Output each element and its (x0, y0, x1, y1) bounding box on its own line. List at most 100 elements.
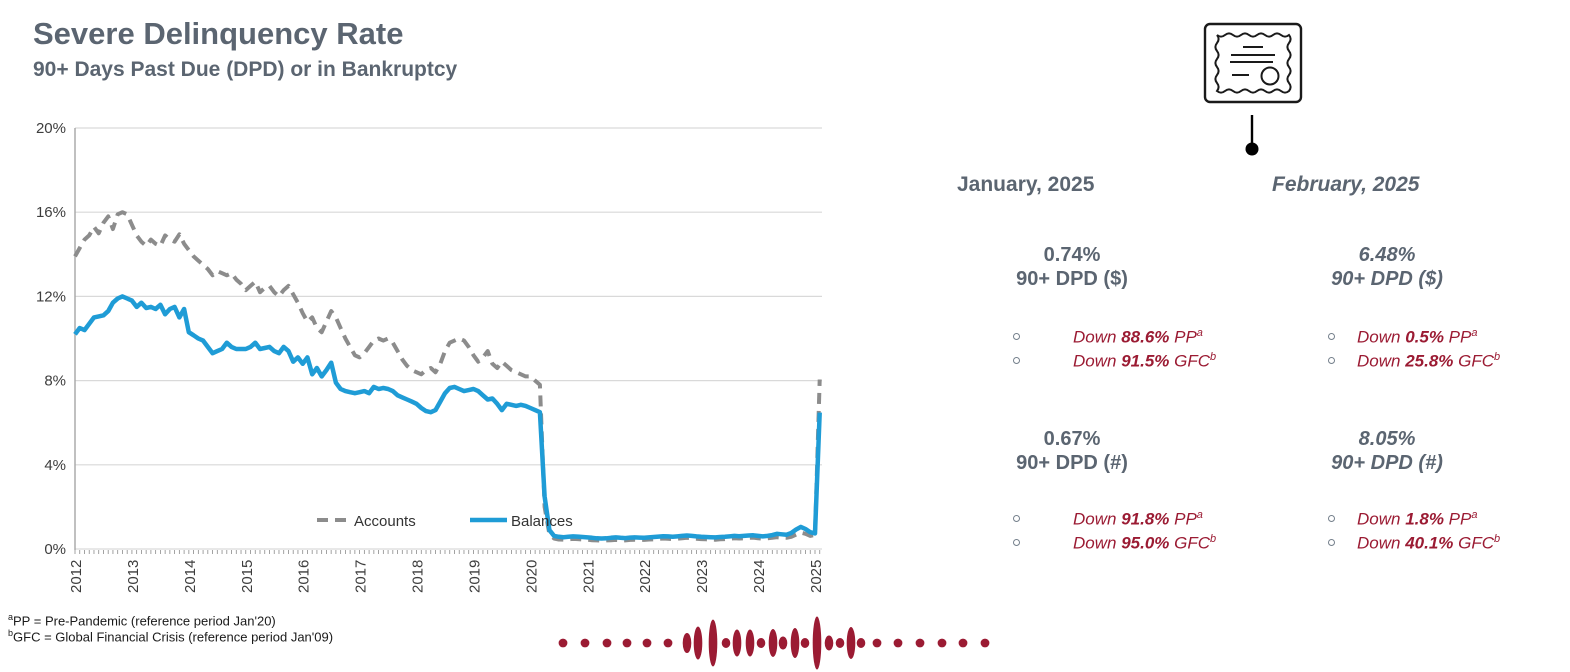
wave-dot (893, 638, 903, 648)
x-axis-tick-label: 2016 (296, 560, 313, 593)
y-axis-tick-label: 8% (44, 373, 66, 390)
legend-label-accounts: Accounts (354, 513, 416, 530)
wave-spindle (732, 629, 742, 657)
certificate-icon (1203, 22, 1303, 156)
bullet-item: Down 0.5% PPa (1255, 327, 1570, 351)
wave-spindle (708, 619, 718, 667)
bullet-marker-icon (1013, 515, 1020, 522)
certificate-seal (1260, 66, 1280, 86)
legend-label-balances: Balances (511, 513, 573, 530)
bullet-text-strong: 1.8% (1405, 509, 1444, 529)
bullet-text: Down 0.5% PPa (1357, 327, 1477, 348)
bullet-text-sup: a (1471, 327, 1478, 339)
wave-spindle (824, 635, 834, 651)
bullet-text-post: GFC (1453, 351, 1494, 371)
y-axis-tick-label: 20% (36, 120, 66, 137)
bullet-item: Down 88.6% PPa (940, 327, 1260, 351)
delinquency-rate-chart: 0% 4% 8% 12% 16% 20% 2012 2013 2014 2015 2016 2017 2… (36, 120, 825, 593)
wave-dot (602, 638, 612, 648)
bullet-marker-icon (1328, 515, 1335, 522)
wave-spindle (745, 629, 755, 657)
bullet-text-sup: b (1494, 351, 1501, 363)
bullet-text-pre: Down (1073, 327, 1122, 347)
bullet-text-sup: b (1210, 351, 1217, 363)
metric-label: 90+ DPD (#) (1016, 452, 1128, 474)
bullet-text-strong: 40.1% (1405, 533, 1454, 553)
wave-spindle (812, 616, 822, 670)
wave-spindle (682, 633, 692, 653)
bullet-text-post: PP (1443, 509, 1472, 529)
footnote-sup: b (8, 628, 14, 638)
certificate-wavy-border (1214, 32, 1292, 94)
footnote-gfc: bGFC = Global Financial Crisis (referenc… (8, 628, 333, 644)
y-axis-tick-label: 0% (44, 541, 66, 558)
y-axis-tick-label: 12% (36, 288, 66, 305)
bullet-text: Down 1.8% PPa (1357, 509, 1477, 530)
metric-value: 0.67% (1043, 428, 1101, 450)
bullet-text-post: PP (1443, 327, 1472, 347)
bullet-marker-icon (1328, 539, 1335, 546)
metric-label: 90+ DPD (#) (1331, 452, 1443, 474)
bullet-text-pre: Down (1357, 509, 1406, 529)
bullet-item: Down 91.8% PPa (940, 509, 1260, 533)
x-axis-tick-label: 2022 (637, 560, 654, 593)
bullet-item: Down 95.0% GFCb (940, 533, 1260, 557)
x-axis-tick-label: 2021 (580, 560, 597, 593)
wave-dot (580, 638, 590, 648)
bullet-marker-icon (1013, 357, 1020, 364)
bullet-text: Down 91.8% PPa (1073, 509, 1203, 530)
column-january: January, 2025 0.74% 90+ DPD ($) Down 88.6% … (940, 0, 1216, 610)
pin-dot (1245, 142, 1259, 156)
bullet-text-post: PP (1169, 327, 1197, 347)
bullet-text-sup: a (1196, 327, 1203, 339)
metric-label: 90+ DPD ($) (1331, 268, 1443, 290)
bullet-text-post: GFC (1169, 351, 1210, 371)
bullet-text-sup: b (1210, 533, 1217, 545)
wave-dot (958, 638, 968, 648)
wave-spindle (756, 638, 766, 648)
wave-spindle (800, 638, 810, 648)
bullet-text-pre: Down (1073, 533, 1122, 553)
wave-dot (642, 638, 652, 648)
y-axis-tick-label: 4% (44, 457, 66, 474)
bullet-text-pre: Down (1357, 327, 1406, 347)
wave-dot (663, 638, 673, 648)
x-axis-tick-label: 2023 (694, 560, 711, 593)
wave-dot (558, 638, 568, 648)
bullet-text-post: PP (1169, 509, 1197, 529)
x-axis-tick-label: 2025 (808, 560, 825, 593)
bullet-text-pre: Down (1073, 351, 1122, 371)
x-axis-tick-label: 2019 (466, 560, 483, 593)
bullet-text: Down 25.8% GFCb (1357, 351, 1500, 372)
wave-spindle (768, 629, 778, 657)
x-axis-tick-label: 2020 (523, 560, 540, 593)
bullet-text: Down 88.6% PPa (1073, 327, 1203, 348)
wave-dot (622, 638, 632, 648)
x-axis-tick-label: 2014 (182, 560, 199, 593)
bullet-text-strong: 0.5% (1405, 327, 1444, 347)
wave-dot (937, 638, 947, 648)
bullet-text-strong: 25.8% (1405, 351, 1454, 371)
wave-spindle (856, 638, 866, 648)
bullet-text-pre: Down (1073, 509, 1122, 529)
bullet-marker-icon (1013, 539, 1020, 546)
bullet-text-post: GFC (1453, 533, 1494, 553)
wave-spindle (721, 638, 731, 648)
metric-value: 6.48% (1358, 244, 1416, 266)
bullet-marker-icon (1013, 333, 1020, 340)
wave-spindle (790, 628, 800, 658)
balances-line (73, 294, 822, 541)
wave-spindle (778, 636, 788, 650)
x-axis-tick-label: 2017 (353, 560, 370, 593)
bullet-marker-icon (1328, 333, 1335, 340)
bullet-marker-icon (1328, 357, 1335, 364)
page-subtitle: 90+ Days Past Due (DPD) or in Bankruptcy (33, 58, 458, 81)
footnote-sup: a (8, 612, 14, 622)
bullet-text-strong: 95.0% (1121, 533, 1170, 553)
x-axis-tick-label: 2015 (239, 560, 256, 593)
bullet-text: Down 40.1% GFCb (1357, 533, 1500, 554)
wave-dot (980, 638, 990, 648)
wave-spindle (693, 626, 703, 660)
bullet-text-sup: a (1196, 509, 1203, 521)
